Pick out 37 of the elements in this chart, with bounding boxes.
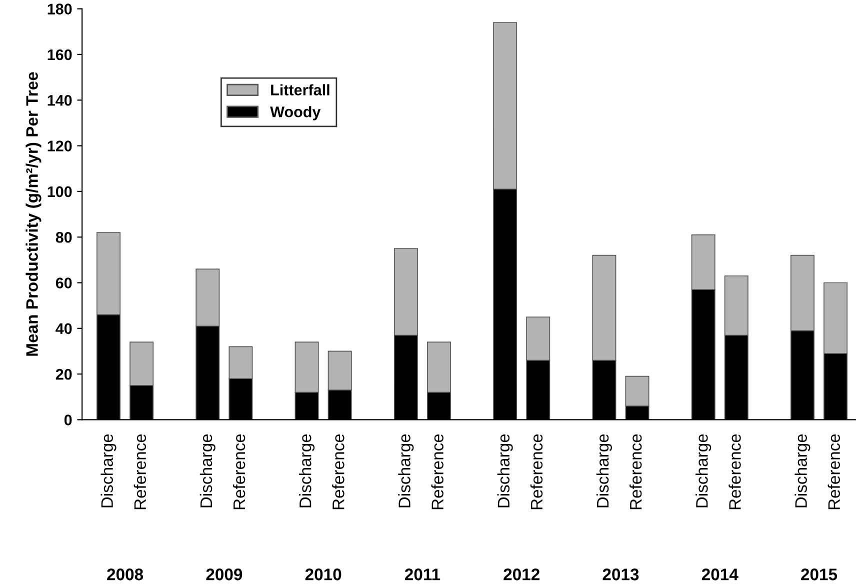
y-tick-label: 100 (48, 186, 72, 198)
y-tick-label: 80 (56, 232, 72, 243)
x-tick-label: Discharge (398, 434, 414, 508)
x-tick-label: Reference (530, 434, 543, 510)
legend-label: Woody (270, 106, 321, 120)
text: 2013 (602, 568, 639, 580)
y-tick-label: 180 (48, 4, 72, 14)
text: 2012 (504, 568, 540, 580)
x-tick-label: Discharge (596, 434, 612, 508)
y-axis-title: Mean Productivity (g/m²/yr) Per Tree (26, 72, 42, 356)
text: 2014 (702, 568, 738, 580)
x-tick-label: Reference (728, 434, 741, 510)
text: 2010 (305, 568, 342, 580)
y-tick-label: 160 (48, 49, 72, 60)
x-tick-label: Discharge (497, 434, 513, 508)
text: 2009 (206, 568, 242, 580)
x-tick-label: Discharge (299, 434, 315, 508)
y-tick-label: 120 (48, 140, 72, 152)
legend-label: Litterfall (271, 84, 330, 96)
x-tick-label: Reference (431, 434, 444, 510)
y-tick-label: 60 (56, 278, 72, 288)
y-tick-label: 40 (56, 323, 72, 334)
x-tick-label: Discharge (794, 434, 810, 508)
y-tick-label: 0 (64, 414, 72, 426)
x-tick-label: Discharge (696, 434, 712, 508)
x-tick-label: Reference (232, 434, 246, 510)
x-tick-label: Reference (134, 434, 146, 510)
x-tick-label: Reference (828, 434, 840, 510)
x-tick-label: Discharge (100, 434, 116, 508)
text: 2008 (107, 568, 144, 580)
text: 2015 (801, 568, 838, 580)
y-tick-label: 20 (56, 368, 72, 380)
y-tick-label: 140 (48, 94, 72, 106)
x-tick-label: Discharge (200, 434, 216, 508)
text: 2011 (404, 568, 440, 580)
x-tick-label: Reference (332, 434, 344, 510)
x-tick-label: Reference (630, 434, 642, 510)
